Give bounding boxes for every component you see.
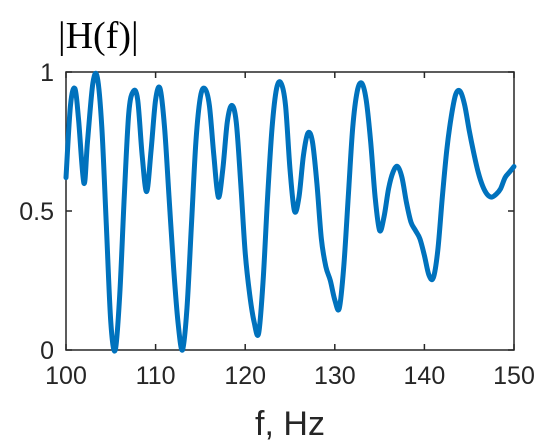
y-tick-label: 1 bbox=[40, 59, 54, 87]
y-axis-ticks bbox=[66, 71, 514, 351]
y-axis-tick-labels: 00.51 bbox=[19, 59, 54, 365]
y-tick-label: 0.5 bbox=[19, 198, 54, 226]
x-axis-ticks bbox=[65, 72, 515, 350]
x-tick-label: 130 bbox=[314, 362, 356, 390]
response-curve bbox=[63, 70, 517, 354]
x-tick-label: 140 bbox=[404, 362, 446, 390]
x-axis-label: f, Hz bbox=[255, 405, 325, 443]
x-tick-label: 110 bbox=[136, 362, 176, 390]
plot-frame bbox=[65, 71, 515, 351]
x-tick-label: 150 bbox=[493, 362, 535, 390]
y-tick-label: 0 bbox=[40, 337, 54, 365]
chart-title: |H(f)| bbox=[58, 15, 139, 57]
x-tick-label: 120 bbox=[224, 362, 266, 390]
x-axis-tick-labels: 100 110 120 130 140 150 bbox=[45, 362, 535, 390]
x-tick-label: 100 bbox=[45, 362, 87, 390]
